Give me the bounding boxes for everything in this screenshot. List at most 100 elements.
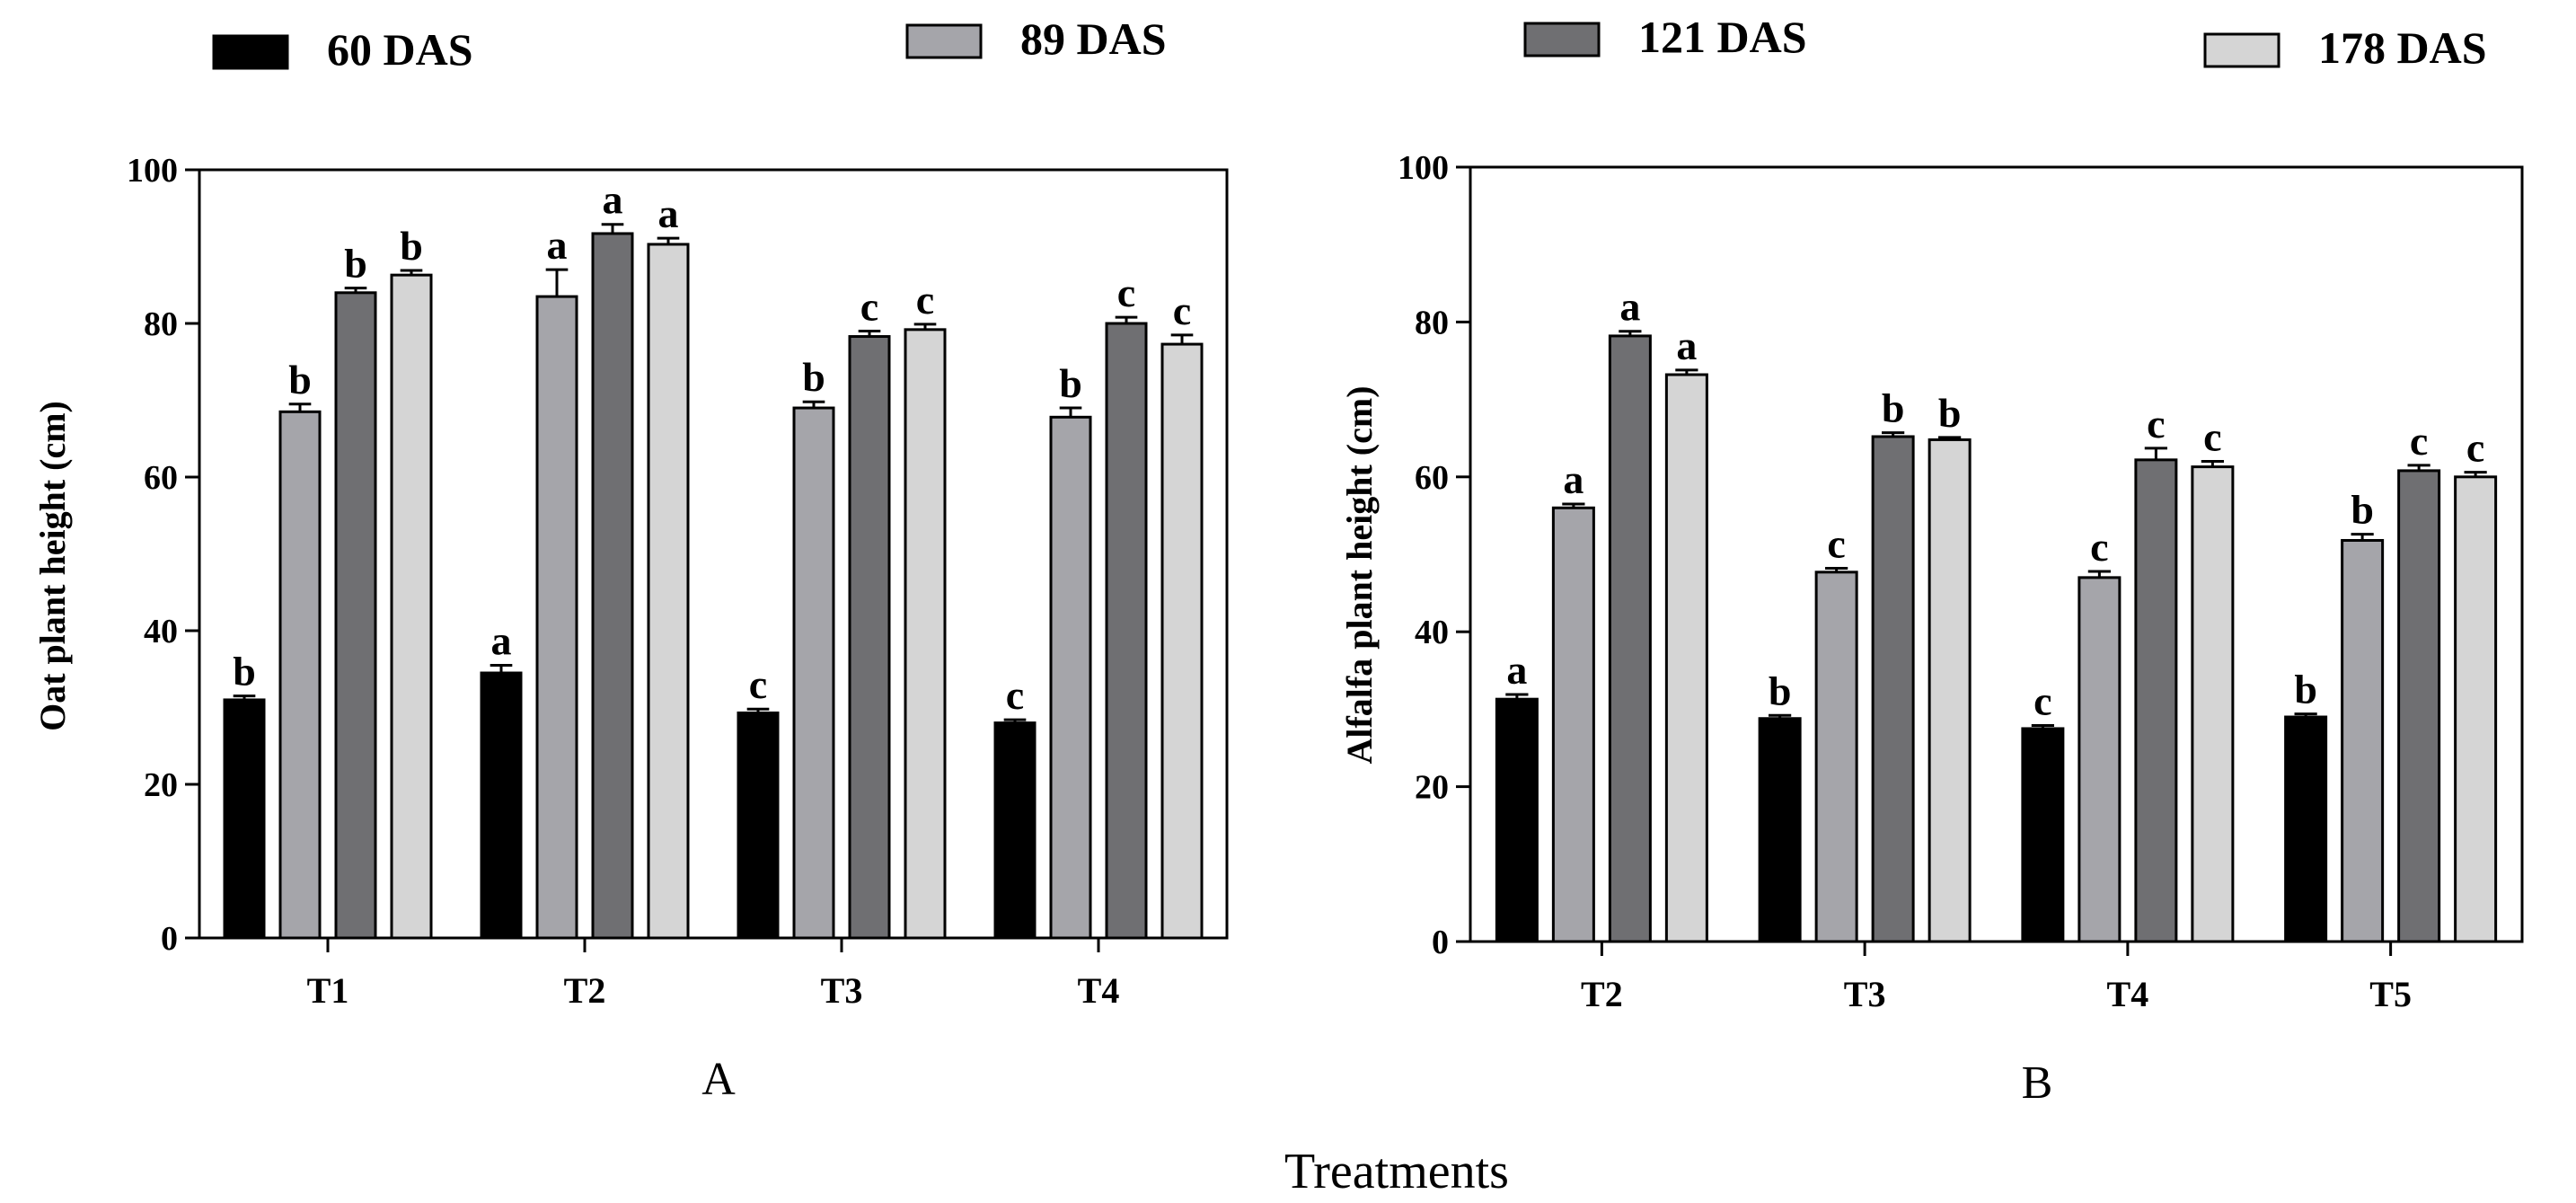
- y-axis-label: Alfalfa plant height (cm): [1339, 385, 1380, 764]
- significance-letter: b: [2294, 667, 2317, 712]
- significance-letter: a: [1619, 284, 1640, 330]
- y-tick-label: 0: [161, 920, 178, 958]
- significance-letter: b: [1882, 385, 1905, 431]
- significance-letter: b: [1938, 390, 1962, 436]
- y-axis-label: Oat plant height (cm): [32, 401, 73, 731]
- y-tick-label: 100: [1398, 149, 1449, 187]
- x-tick-label: T4: [2107, 974, 2149, 1014]
- bar-178-das-t4: [1160, 342, 1204, 940]
- bar-60-das-t2: [480, 671, 523, 940]
- shared-x-axis-label: Treatments: [1284, 1144, 1509, 1199]
- bar-60-das-t1: [223, 698, 266, 940]
- x-tick-label: T5: [2369, 974, 2412, 1014]
- significance-letter: c: [916, 277, 934, 323]
- bar-178-das-t3: [904, 328, 947, 940]
- y-tick-label: 80: [1415, 304, 1449, 341]
- significance-letter: b: [2351, 487, 2374, 533]
- y-tick-label: 100: [127, 152, 178, 190]
- bar-121-das-t2: [1608, 334, 1652, 943]
- significance-letter: b: [233, 649, 256, 694]
- significance-letter: a: [1506, 647, 1527, 693]
- y-tick-label: 20: [1415, 769, 1449, 807]
- significance-letter: c: [1173, 287, 1191, 333]
- significance-letter: b: [1769, 668, 1792, 713]
- bar-121-das-t5: [2397, 469, 2441, 943]
- significance-letter: a: [491, 617, 512, 663]
- bar-178-das-t4: [2191, 465, 2235, 943]
- bar-121-das-t3: [1871, 435, 1915, 943]
- legend-swatch-121-das: [1523, 22, 1601, 57]
- significance-letter: a: [658, 190, 679, 236]
- bar-89-das-t2: [1551, 506, 1595, 943]
- panel-b-chart: 0 20 40 60 80 100 Alfalfa plant height (cm) T2 a…: [1339, 149, 2524, 1109]
- x-tick-label: T2: [1581, 974, 1623, 1014]
- plot-frame: [1469, 165, 2524, 943]
- significance-letter: c: [2147, 401, 2165, 447]
- significance-letter: a: [603, 177, 623, 223]
- significance-letter: b: [400, 223, 423, 269]
- bar-89-das-t1: [278, 410, 322, 940]
- bar-121-das-t4: [2134, 458, 2178, 943]
- bar-89-das-t5: [2341, 538, 2385, 943]
- bar-60-das-t5: [2284, 715, 2328, 943]
- bar-178-das-t5: [2454, 475, 2498, 943]
- significance-letter: b: [344, 241, 367, 287]
- significance-letter: b: [288, 357, 312, 402]
- bar-121-das-t1: [334, 291, 377, 940]
- bar-178-das-t2: [1664, 373, 1708, 943]
- legend-label: 60 DAS: [327, 24, 473, 75]
- significance-letter: c: [860, 284, 878, 330]
- significance-letter: c: [1006, 672, 1024, 718]
- significance-letter: c: [2203, 414, 2221, 460]
- significance-letter: c: [1827, 521, 1845, 567]
- x-tick-label: T4: [1078, 970, 1120, 1011]
- y-tick-label: 60: [1415, 459, 1449, 497]
- significance-letter: b: [802, 354, 825, 400]
- bar-60-das-t2: [1495, 697, 1539, 943]
- x-tick-label: T3: [821, 970, 863, 1011]
- significance-letter: c: [2090, 524, 2108, 570]
- legend-swatch-178-das: [2203, 32, 2280, 68]
- x-tick-label: T2: [564, 970, 606, 1011]
- y-tick-label: 40: [1415, 614, 1449, 651]
- bar-178-das-t3: [1928, 438, 1972, 943]
- bar-178-das-t2: [647, 243, 690, 940]
- legend-label: 178 DAS: [2318, 22, 2487, 73]
- bar-60-das-t4: [2021, 727, 2065, 943]
- bar-121-das-t2: [591, 232, 634, 940]
- legend-label: 89 DAS: [1020, 13, 1167, 64]
- x-tick-label: T1: [307, 970, 349, 1011]
- bar-178-das-t1: [390, 273, 433, 940]
- significance-letter: c: [2033, 678, 2051, 724]
- significance-letter: c: [749, 661, 767, 707]
- legend-label: 121 DAS: [1638, 12, 1807, 62]
- x-tick-label: T3: [1844, 974, 1886, 1014]
- bar-89-das-t2: [535, 295, 578, 940]
- bar-60-das-t4: [993, 721, 1037, 940]
- bar-121-das-t3: [848, 335, 891, 940]
- significance-letter: a: [1563, 456, 1584, 502]
- bar-60-das-t3: [1758, 717, 1802, 943]
- bar-89-das-t4: [2078, 576, 2122, 943]
- y-tick-label: 80: [144, 305, 178, 343]
- bar-89-das-t4: [1049, 415, 1092, 940]
- significance-letter: c: [1117, 270, 1135, 315]
- significance-letter: b: [1059, 360, 1082, 406]
- bar-89-das-t3: [1814, 571, 1858, 943]
- y-tick-label: 0: [1432, 924, 1449, 961]
- significance-letter: a: [547, 222, 568, 268]
- y-tick-label: 60: [144, 459, 178, 497]
- bar-121-das-t4: [1105, 322, 1148, 940]
- legend: 60 DAS 89 DAS 121 DAS 178 DAS: [212, 12, 2487, 75]
- panel-label: A: [701, 1054, 736, 1105]
- panel-label: B: [2022, 1057, 2053, 1109]
- significance-letter: c: [2410, 418, 2428, 464]
- bar-89-das-t3: [792, 406, 835, 940]
- legend-swatch-89-das: [905, 23, 983, 59]
- y-tick-label: 20: [144, 766, 178, 804]
- significance-letter: c: [2466, 425, 2484, 471]
- legend-swatch-60-das: [212, 34, 289, 70]
- bar-60-das-t3: [737, 711, 780, 940]
